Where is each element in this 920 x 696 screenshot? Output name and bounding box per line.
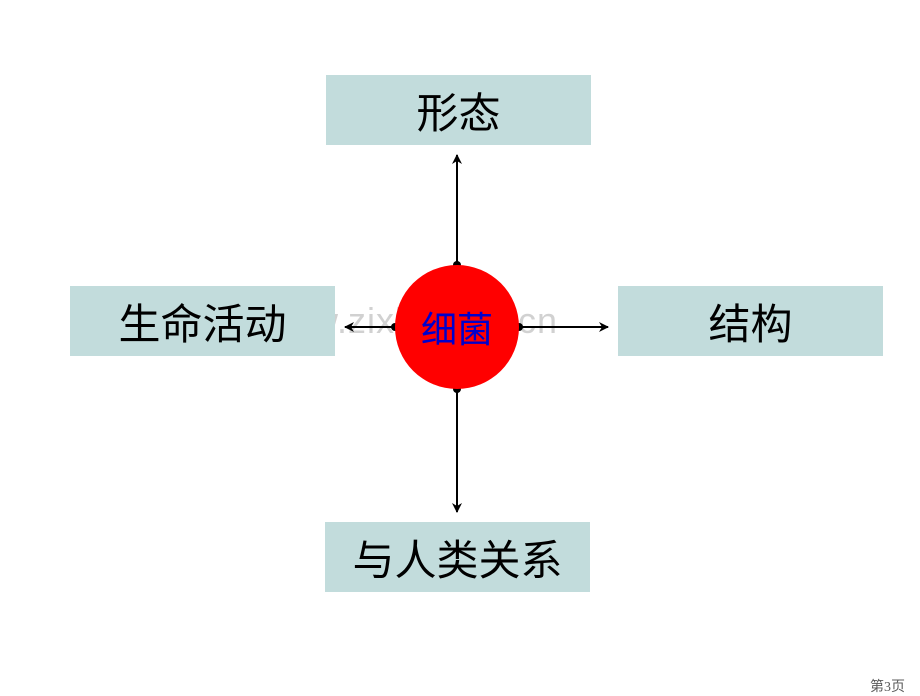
box-top: 形态 xyxy=(326,75,591,145)
box-right-label: 结构 xyxy=(708,291,792,352)
center-label: 细菌 xyxy=(421,301,493,353)
center-circle: 细菌 xyxy=(395,265,519,389)
box-left: 生命活动 xyxy=(70,286,335,356)
page-number: 第3页 xyxy=(870,676,905,696)
box-bottom-label: 与人类关系 xyxy=(352,527,562,588)
box-top-label: 形态 xyxy=(416,80,500,141)
box-bottom: 与人类关系 xyxy=(325,522,590,592)
box-right: 结构 xyxy=(618,286,883,356)
bacteria-concept-diagram: www.zixin.com.cn 形态 结构 与人类关系 生命活动 细菌 第3页 xyxy=(0,0,920,690)
box-left-label: 生命活动 xyxy=(118,291,286,352)
